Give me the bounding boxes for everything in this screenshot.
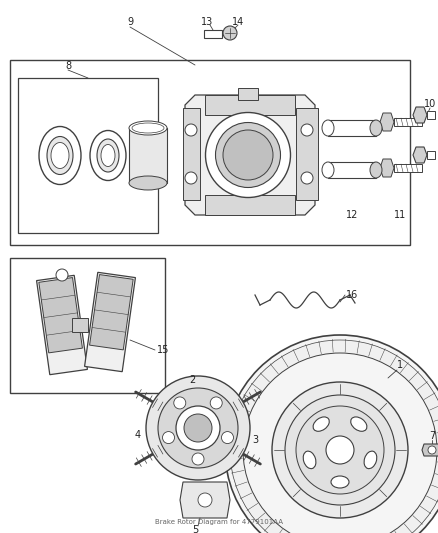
Circle shape (174, 397, 186, 409)
Ellipse shape (364, 451, 377, 469)
Ellipse shape (39, 126, 81, 184)
Circle shape (210, 397, 222, 409)
Circle shape (301, 172, 313, 184)
Ellipse shape (370, 120, 382, 136)
Circle shape (223, 26, 237, 40)
Circle shape (146, 376, 250, 480)
Circle shape (296, 406, 384, 494)
Ellipse shape (101, 144, 115, 166)
Ellipse shape (90, 131, 126, 181)
Ellipse shape (322, 120, 334, 136)
Polygon shape (180, 482, 230, 518)
Circle shape (428, 446, 436, 454)
Bar (394, 118, 422, 126)
Text: 8: 8 (65, 61, 71, 71)
Bar (10, 60, 410, 245)
Ellipse shape (129, 176, 167, 190)
Polygon shape (185, 95, 315, 215)
Text: 9: 9 (127, 17, 133, 27)
Bar (129, 128, 167, 183)
Ellipse shape (370, 162, 382, 178)
Bar (18, 78, 158, 233)
Polygon shape (205, 95, 295, 115)
Circle shape (176, 406, 220, 450)
Text: 3: 3 (252, 435, 258, 445)
Text: 4: 4 (135, 430, 141, 440)
Ellipse shape (205, 112, 290, 198)
Bar (204, 30, 222, 38)
Ellipse shape (351, 417, 367, 431)
Bar (328, 162, 376, 178)
Circle shape (230, 340, 438, 533)
Circle shape (158, 388, 238, 468)
Circle shape (301, 124, 313, 136)
Circle shape (184, 414, 212, 442)
Text: 10: 10 (424, 99, 436, 109)
Bar (427, 111, 435, 119)
Circle shape (326, 436, 354, 464)
Text: 5: 5 (192, 525, 198, 533)
Polygon shape (296, 108, 318, 200)
Polygon shape (37, 276, 88, 375)
Circle shape (225, 335, 438, 533)
Circle shape (243, 353, 437, 533)
Polygon shape (413, 107, 427, 123)
Polygon shape (72, 318, 88, 332)
Ellipse shape (331, 476, 349, 488)
Polygon shape (205, 195, 295, 215)
Text: 15: 15 (157, 345, 169, 355)
Bar (10, 258, 165, 393)
Bar (394, 164, 422, 172)
Text: 12: 12 (346, 210, 358, 220)
Text: 11: 11 (394, 210, 406, 220)
Circle shape (56, 269, 68, 281)
Text: 7: 7 (429, 431, 435, 441)
Ellipse shape (322, 162, 334, 178)
Text: 2: 2 (189, 375, 195, 385)
Polygon shape (380, 113, 394, 131)
Circle shape (272, 382, 408, 518)
Ellipse shape (47, 136, 73, 174)
Text: 13: 13 (201, 17, 213, 27)
Bar (427, 151, 435, 159)
Text: Brake Rotor Diagram for 4779101AA: Brake Rotor Diagram for 4779101AA (155, 519, 283, 525)
Polygon shape (380, 159, 394, 177)
Text: 1: 1 (397, 360, 403, 370)
Text: 14: 14 (232, 17, 244, 27)
Ellipse shape (132, 123, 164, 133)
Polygon shape (85, 272, 135, 372)
Circle shape (185, 172, 197, 184)
Ellipse shape (97, 139, 119, 172)
Polygon shape (183, 108, 200, 200)
Ellipse shape (51, 142, 69, 168)
Ellipse shape (129, 121, 167, 135)
Circle shape (192, 453, 204, 465)
Circle shape (285, 395, 395, 505)
Polygon shape (422, 444, 438, 456)
Polygon shape (413, 147, 427, 163)
Polygon shape (90, 274, 133, 350)
Bar (328, 120, 376, 136)
Polygon shape (39, 278, 82, 353)
Circle shape (222, 432, 233, 443)
Text: 16: 16 (346, 290, 358, 300)
Ellipse shape (223, 130, 273, 180)
Circle shape (162, 432, 174, 443)
Bar (238, 88, 258, 100)
Ellipse shape (303, 451, 316, 469)
Ellipse shape (215, 123, 280, 188)
Circle shape (185, 124, 197, 136)
Circle shape (198, 493, 212, 507)
Ellipse shape (313, 417, 329, 431)
